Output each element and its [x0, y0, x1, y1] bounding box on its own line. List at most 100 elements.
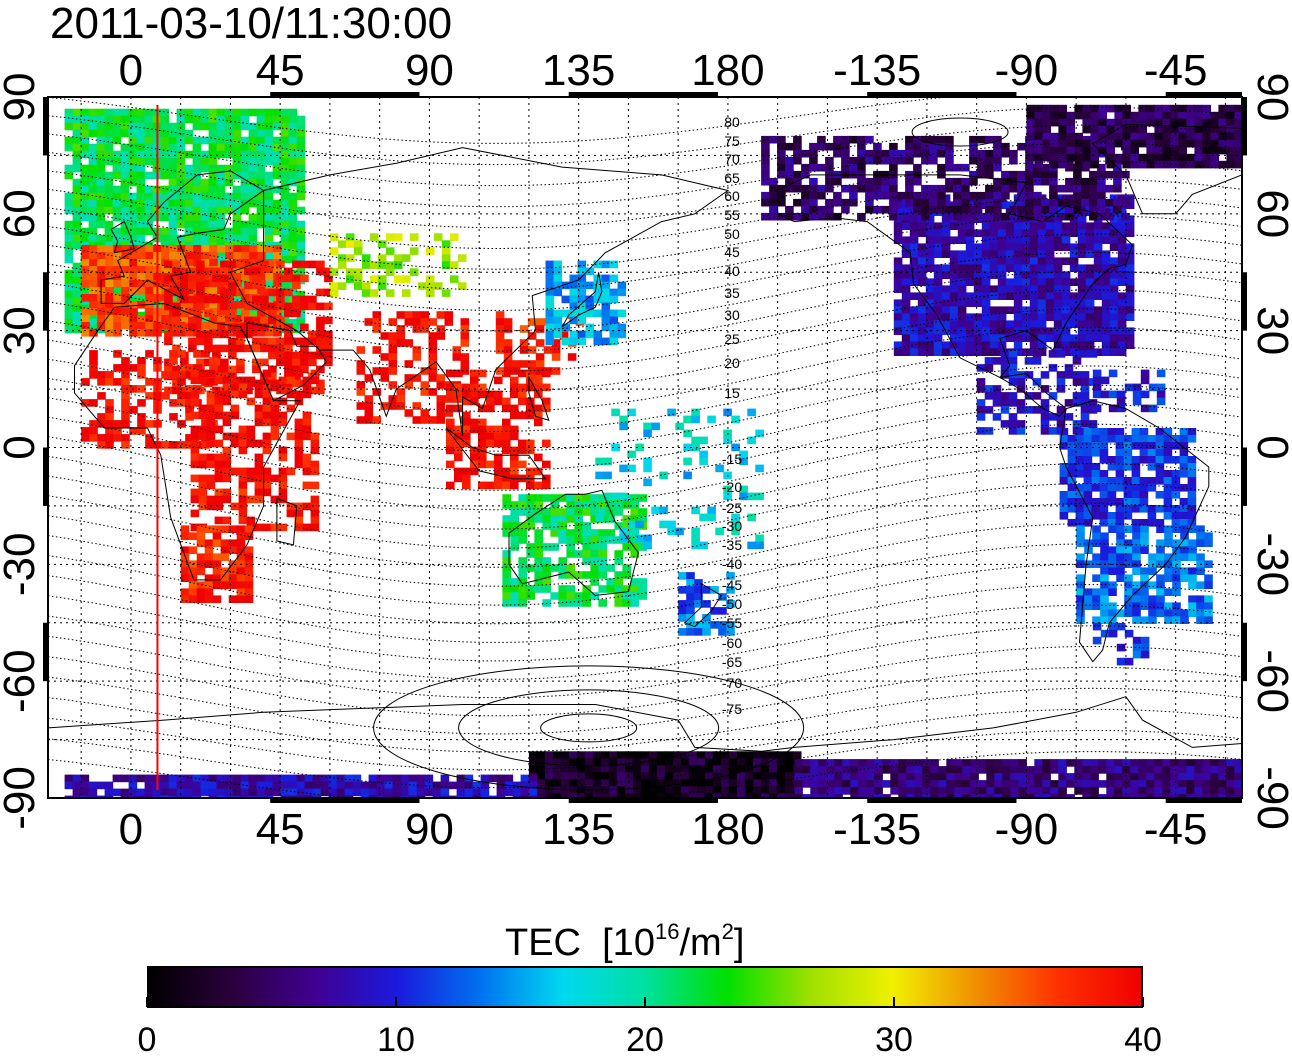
tec-cell: [566, 543, 575, 551]
tec-cell: [598, 543, 607, 551]
tec-cell: [519, 360, 529, 368]
tec-cell: [1156, 383, 1166, 392]
tec-cell: [1124, 525, 1133, 533]
tec-cell: [201, 301, 210, 309]
tec-cell: [1116, 539, 1125, 547]
tec-cell: [752, 758, 762, 766]
tec-cell: [1130, 118, 1139, 127]
tec-cell: [284, 309, 293, 318]
tec-cell: [1194, 139, 1203, 148]
tec-cell: [1050, 160, 1059, 169]
tec-cell: [280, 143, 290, 152]
tec-cell: [545, 323, 555, 332]
tec-cell: [841, 205, 850, 214]
tec-cell: [145, 441, 154, 449]
tec-cell: [176, 157, 186, 166]
tec-cell: [248, 122, 258, 131]
tec-cell: [204, 358, 213, 367]
tec-cell: [1099, 442, 1109, 450]
tec-cell: [1098, 104, 1107, 113]
tec-cell: [913, 149, 922, 158]
tec-cell: [993, 184, 1002, 193]
tec-cell: [598, 508, 607, 516]
tec-cell: [957, 348, 967, 356]
tec-cell: [933, 271, 943, 279]
tec-cell: [412, 318, 422, 326]
tec-cell: [1021, 320, 1031, 328]
tec-cell: [113, 266, 122, 274]
tec-cell: [1147, 484, 1157, 492]
tec-cell: [280, 185, 290, 194]
tec-cell: [842, 759, 851, 767]
tec-cell: [518, 564, 527, 572]
tec-cell: [208, 115, 218, 124]
tec-cell: [296, 248, 306, 257]
tec-cell: [810, 773, 819, 781]
tec-cell: [1058, 118, 1067, 127]
tec-cell: [396, 311, 406, 319]
tec-cell: [1218, 104, 1227, 113]
tec-cell: [1045, 250, 1055, 258]
tec-cell: [1037, 243, 1047, 251]
tec-cell: [1107, 477, 1117, 485]
tec-cell: [209, 357, 218, 365]
tec-cell: [176, 206, 186, 215]
tec-cell: [566, 585, 575, 593]
tec-cell: [1053, 285, 1063, 293]
tec-cell: [747, 436, 756, 445]
tec-cell: [976, 406, 986, 414]
tec-cell: [638, 585, 647, 593]
tec-cell: [368, 774, 378, 783]
tec-cell: [809, 149, 818, 158]
tec-cell: [121, 420, 130, 428]
tec-cell: [842, 773, 851, 781]
tec-cell: [997, 222, 1007, 230]
tec-cell: [801, 198, 810, 207]
tec-cell: [462, 425, 471, 434]
tec-cell: [206, 460, 216, 469]
tec-cell: [1026, 111, 1035, 120]
tec-cell: [265, 322, 274, 330]
tec-cell: [1210, 787, 1219, 795]
tec-cell: [914, 759, 923, 767]
tec-cell: [256, 774, 266, 783]
tec-cell: [545, 267, 555, 276]
tec-cell: [209, 287, 218, 295]
tec-cell: [1089, 184, 1098, 193]
tec-cell: [244, 595, 254, 603]
tec-cell: [1069, 257, 1079, 265]
tec-cell: [254, 467, 264, 476]
tec-cell: [1124, 553, 1133, 561]
tec-cell: [495, 318, 505, 326]
tec-cell: [893, 208, 903, 216]
tec-cell: [270, 425, 280, 434]
tec-cell: [1163, 435, 1173, 443]
tec-cell: [933, 327, 943, 335]
tec-cell: [280, 255, 290, 264]
tec-cell: [200, 206, 210, 215]
tec-cell: [598, 550, 607, 558]
tec-cell: [937, 184, 946, 193]
tec-cell: [510, 467, 519, 476]
tec-cell: [260, 358, 269, 367]
tec-cell: [630, 508, 639, 516]
tec-cell: [941, 348, 951, 356]
tec-cell: [201, 245, 210, 253]
tec-cell: [1099, 435, 1109, 443]
tec-cell: [262, 446, 272, 455]
tec-cell: [1083, 491, 1093, 499]
tec-cell: [933, 229, 943, 237]
tec-cell: [292, 281, 301, 290]
tec-cell: [1164, 525, 1173, 533]
tec-cell: [369, 261, 379, 269]
tec-cell: [262, 369, 272, 378]
tec-cell: [954, 766, 963, 774]
tec-cell: [941, 243, 951, 251]
tec-cell: [739, 450, 748, 459]
tec-cell: [1163, 449, 1173, 457]
tec-cell: [510, 508, 519, 516]
tec-cell: [280, 199, 290, 208]
tec-cell: [984, 385, 994, 393]
tec-cell: [1090, 146, 1099, 155]
tec-cell: [230, 439, 240, 448]
